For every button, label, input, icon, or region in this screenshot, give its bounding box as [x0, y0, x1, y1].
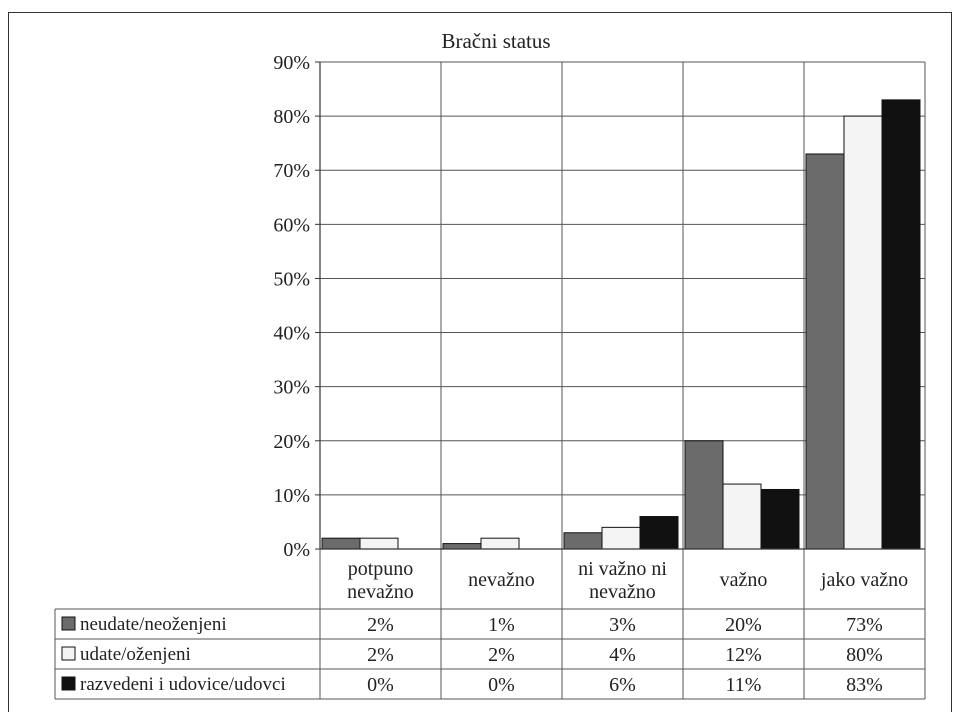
table-value: 2% — [488, 644, 515, 666]
chart-title: Bračni status — [441, 29, 550, 53]
table-value: 0% — [367, 674, 394, 696]
bar — [321, 537, 361, 550]
bar — [563, 532, 603, 550]
bar — [480, 537, 520, 550]
bar — [722, 483, 762, 550]
bar — [359, 537, 399, 550]
x-category-label: potpuno — [348, 558, 414, 580]
y-tick-label: 40% — [273, 323, 310, 345]
legend-label: neudate/neoženjeni — [80, 614, 227, 635]
legend-label: udate/oženjeni — [80, 644, 191, 665]
y-tick-label: 30% — [273, 377, 310, 399]
table-value: 80% — [846, 644, 883, 666]
y-tick-label: 70% — [273, 160, 310, 182]
bar — [601, 526, 641, 550]
table-value: 4% — [609, 644, 636, 666]
bar — [760, 488, 800, 550]
bar — [805, 153, 845, 550]
table-value: 6% — [609, 674, 636, 696]
bar — [881, 99, 921, 550]
table-value: 1% — [488, 614, 515, 636]
y-tick-label: 80% — [273, 106, 310, 128]
y-tick-label: 60% — [273, 214, 310, 236]
table-value: 20% — [725, 614, 762, 636]
y-tick-label: 20% — [273, 431, 310, 453]
table-value: 73% — [846, 614, 883, 636]
y-tick-label: 90% — [273, 52, 310, 74]
table-value: 12% — [725, 644, 762, 666]
bar — [684, 440, 724, 550]
bar — [639, 516, 679, 550]
x-category-label: važno — [720, 569, 768, 591]
figure-frame — [8, 12, 952, 712]
bar — [843, 115, 883, 550]
legend-label: razvedeni i udovice/udovci — [80, 674, 286, 695]
table-value: 2% — [367, 614, 394, 636]
table-value: 11% — [726, 674, 762, 696]
table-value: 2% — [367, 644, 394, 666]
x-category-label: nevažno — [347, 581, 414, 603]
legend-swatch — [61, 676, 76, 691]
legend-swatch — [61, 646, 76, 661]
x-category-label: ni važno ni — [578, 558, 667, 580]
x-category-label: nevažno — [589, 581, 656, 603]
table-value: 83% — [846, 674, 883, 696]
legend-swatch — [61, 616, 76, 631]
table-value: 0% — [488, 674, 515, 696]
bar — [442, 543, 482, 550]
x-category-label: jako važno — [820, 569, 908, 591]
table-value: 3% — [609, 614, 636, 636]
x-category-label: nevažno — [468, 569, 535, 591]
y-tick-label: 50% — [273, 268, 310, 290]
y-tick-label: 10% — [273, 485, 310, 507]
y-tick-label: 0% — [283, 539, 310, 561]
